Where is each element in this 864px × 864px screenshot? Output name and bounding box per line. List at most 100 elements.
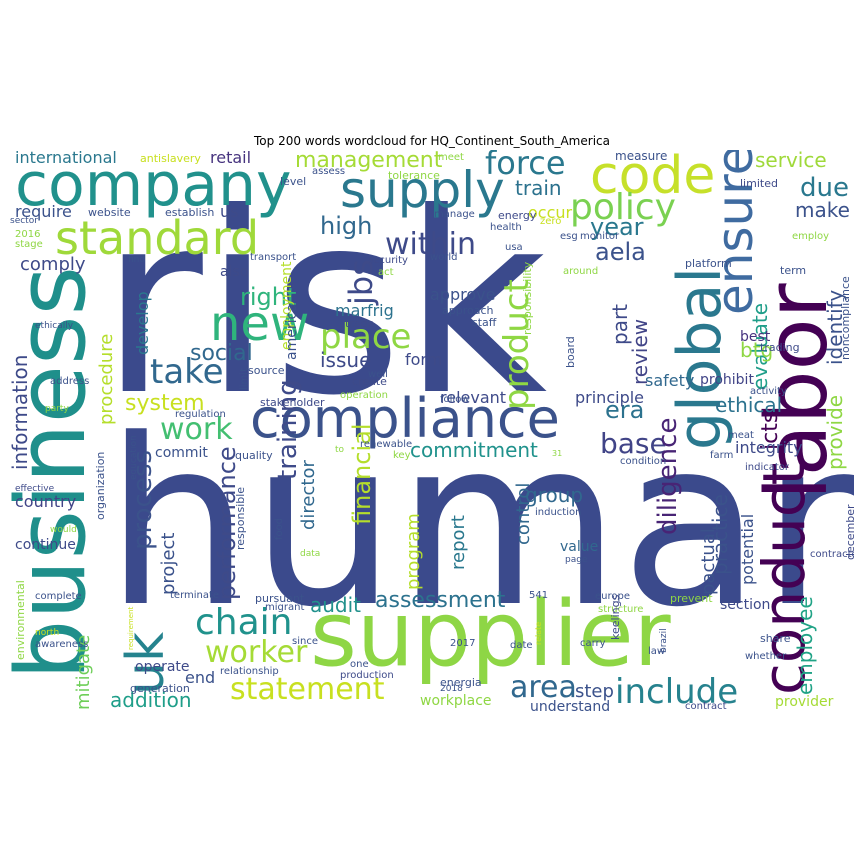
word-social: social — [190, 341, 253, 366]
word-pursuant: pursuant — [255, 592, 305, 605]
word-comply: comply — [20, 254, 86, 275]
word-whether: whether — [745, 651, 787, 662]
word-health: health — [490, 222, 522, 233]
word-chain: chain — [195, 602, 293, 643]
word-antislavery: antislavery — [140, 152, 201, 165]
word-meet: meet — [438, 152, 464, 163]
word-production: production — [340, 670, 394, 681]
word-addition: addition — [110, 688, 192, 712]
word-migrant: migrant — [265, 602, 305, 613]
word-part: part — [608, 303, 632, 345]
word-requirement: requirement — [127, 606, 135, 650]
word-integrity: integrity — [735, 438, 803, 457]
word-brazil: brazil — [659, 628, 669, 653]
word-principle: principle — [575, 388, 645, 407]
word-take: take — [150, 352, 224, 392]
word-relationship: relationship — [220, 666, 279, 677]
word-complete: complete — [35, 591, 82, 602]
word-high: high — [320, 212, 373, 240]
word-one: one — [350, 659, 369, 670]
word-date: date — [510, 640, 533, 651]
word-north: north — [35, 628, 60, 638]
word-develop: develop — [133, 291, 152, 355]
word-quality: quality — [235, 449, 273, 462]
word-stage: stage — [15, 239, 43, 250]
word-work: work — [160, 412, 233, 447]
word-require: require — [15, 202, 72, 221]
word-2018: 2018 — [440, 684, 463, 694]
word-find: find — [128, 255, 146, 265]
word-commit: commit — [155, 445, 208, 461]
word-worker: worker — [205, 635, 308, 670]
word-issue: issue — [320, 348, 372, 372]
word-make: make — [795, 198, 850, 222]
word-security: security — [368, 255, 408, 266]
word-farm: farm — [710, 450, 734, 461]
chart-title: Top 200 words wordcloud for HQ_Continent… — [254, 134, 610, 148]
word-standard: standard — [55, 211, 260, 265]
word-compliance: compliance — [250, 387, 560, 450]
word-contractor: contractor — [810, 549, 854, 560]
word-food: food — [274, 517, 285, 540]
word-supplier: supplier — [310, 582, 671, 687]
word-541: 541 — [529, 590, 549, 601]
word-procedure: procedure — [96, 333, 117, 425]
word-world: world — [430, 252, 458, 263]
word-relate: relate — [534, 621, 543, 645]
word-occur: occur — [528, 203, 573, 222]
word-trade: trade — [345, 317, 375, 330]
word-manage: manage — [434, 209, 475, 220]
word-operation: operation — [340, 390, 389, 401]
word-due: due — [800, 173, 849, 203]
word-human: human — [105, 391, 854, 658]
word-safety: safety — [645, 371, 695, 390]
word-year: year — [590, 213, 644, 241]
wordcloud: risk human supplier business labor company com… — [10, 150, 854, 714]
word-force: force — [485, 150, 566, 182]
word-assessment: assessment — [375, 588, 506, 613]
word-would: would — [50, 525, 77, 535]
word-around: around — [563, 266, 599, 277]
word-meat: meat — [728, 430, 754, 441]
word-term: term — [780, 264, 807, 277]
word-terminate: terminate — [170, 590, 220, 601]
word-approve: approve — [430, 285, 496, 304]
word-best: best — [740, 329, 771, 345]
word-follow: follow — [440, 394, 470, 405]
word-esg: esg — [560, 231, 578, 242]
word-step: step — [575, 681, 614, 702]
word-marfrig: marfrig — [335, 301, 394, 320]
word-understand: understand — [530, 699, 611, 714]
word-aela: aela — [595, 238, 646, 266]
word-noncompliance: noncompliance — [839, 276, 852, 360]
word-tolerance: tolerance — [388, 169, 440, 182]
word-us: us — [220, 202, 239, 221]
word-btg: btg — [740, 338, 774, 362]
word-include: include — [615, 672, 739, 712]
word-law: law — [648, 646, 666, 657]
word-end: end — [185, 668, 216, 687]
word-workplace: workplace — [420, 693, 492, 709]
word-level: level — [280, 175, 307, 188]
word-2016: 2016 — [15, 229, 41, 240]
word-employee: employee — [793, 596, 817, 695]
word-employ: employ — [792, 231, 830, 242]
word-regulation: regulation — [175, 409, 226, 420]
word-address: address — [50, 376, 90, 387]
word-organization: organization — [94, 451, 107, 520]
word-prohibit: prohibit — [700, 372, 754, 388]
word-usa: usa — [505, 242, 523, 253]
word-report: report — [448, 515, 469, 570]
word-within: within — [385, 227, 476, 262]
word-audit: audit — [310, 593, 362, 617]
word-information: information — [10, 354, 32, 470]
word-induction: induction — [535, 507, 582, 518]
word-section: section — [720, 597, 771, 613]
word-responsibility: responsibility — [521, 261, 534, 335]
word-contract: contract — [685, 701, 727, 712]
word-ethically: ethically — [35, 321, 74, 331]
word-measure: measure — [615, 150, 668, 163]
word-code: code — [590, 150, 716, 206]
word-system: system — [125, 391, 205, 416]
word-country: country — [15, 492, 77, 511]
